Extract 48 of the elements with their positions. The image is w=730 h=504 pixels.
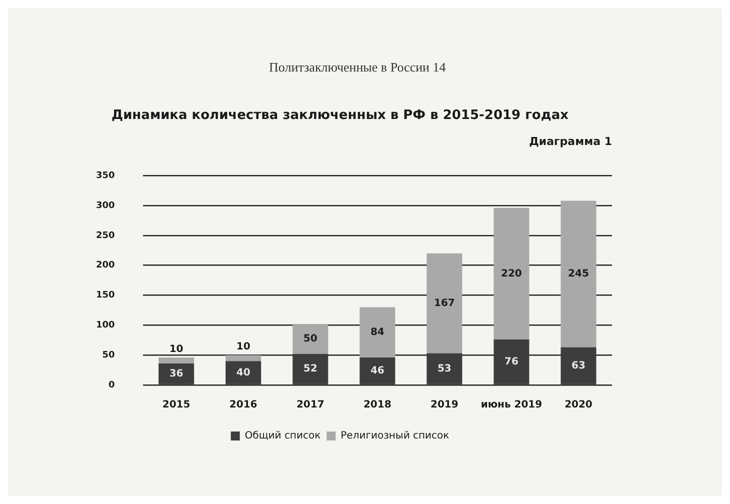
legend-label: Религиозный список xyxy=(340,430,450,442)
chart-title: Динамика количества заключенных в РФ в 2015-2019 годах xyxy=(112,108,570,124)
data-label: 220 xyxy=(501,268,522,280)
bar xyxy=(360,307,396,358)
y-tick-label: 300 xyxy=(96,200,115,211)
bar xyxy=(292,324,328,354)
data-label: 36 xyxy=(169,368,184,380)
bar xyxy=(158,357,194,364)
data-label: 167 xyxy=(434,298,455,309)
y-tick-label: 100 xyxy=(96,320,115,331)
bar xyxy=(494,340,530,384)
data-label: 52 xyxy=(303,364,318,375)
bar xyxy=(426,253,462,354)
data-label: 10 xyxy=(236,342,250,353)
data-label: 10 xyxy=(169,344,184,356)
x-tick-label: 2015 xyxy=(162,400,190,411)
bar xyxy=(560,200,596,348)
legend-label: Общий список xyxy=(244,430,321,442)
bar xyxy=(494,208,530,340)
bar xyxy=(292,354,328,384)
bar xyxy=(426,353,462,384)
data-label: 40 xyxy=(236,367,250,378)
text: Политзаключенные в России 14 xyxy=(269,59,446,74)
data-label: 53 xyxy=(437,363,452,374)
data-label: 50 xyxy=(303,334,318,345)
y-tick-label: 350 xyxy=(96,170,115,181)
x-tick-label: 2016 xyxy=(229,400,258,411)
y-tick-label: 0 xyxy=(108,380,115,390)
y-tick-label: 50 xyxy=(102,350,115,360)
x-tick-label: 2019 xyxy=(430,400,458,411)
text: Диаграмма 1 xyxy=(529,134,612,148)
x-tick-label: 2020 xyxy=(564,400,592,411)
bar xyxy=(158,363,194,384)
data-label: 63 xyxy=(572,360,586,372)
y-tick-label: 150 xyxy=(96,290,115,301)
data-label: 76 xyxy=(504,356,518,368)
bar xyxy=(226,361,262,384)
y-tick-label: 250 xyxy=(96,230,115,241)
data-label: 46 xyxy=(370,366,384,377)
bar xyxy=(226,355,262,362)
data-label: 84 xyxy=(370,326,384,338)
bar xyxy=(360,357,396,384)
y-tick-label: 200 xyxy=(96,260,115,271)
x-tick-label: 2018 xyxy=(363,400,392,411)
x-tick-label: июнь 2019 xyxy=(480,400,542,411)
bar xyxy=(560,347,596,384)
data-label: 245 xyxy=(568,268,589,280)
x-tick-label: 2017 xyxy=(296,400,324,411)
